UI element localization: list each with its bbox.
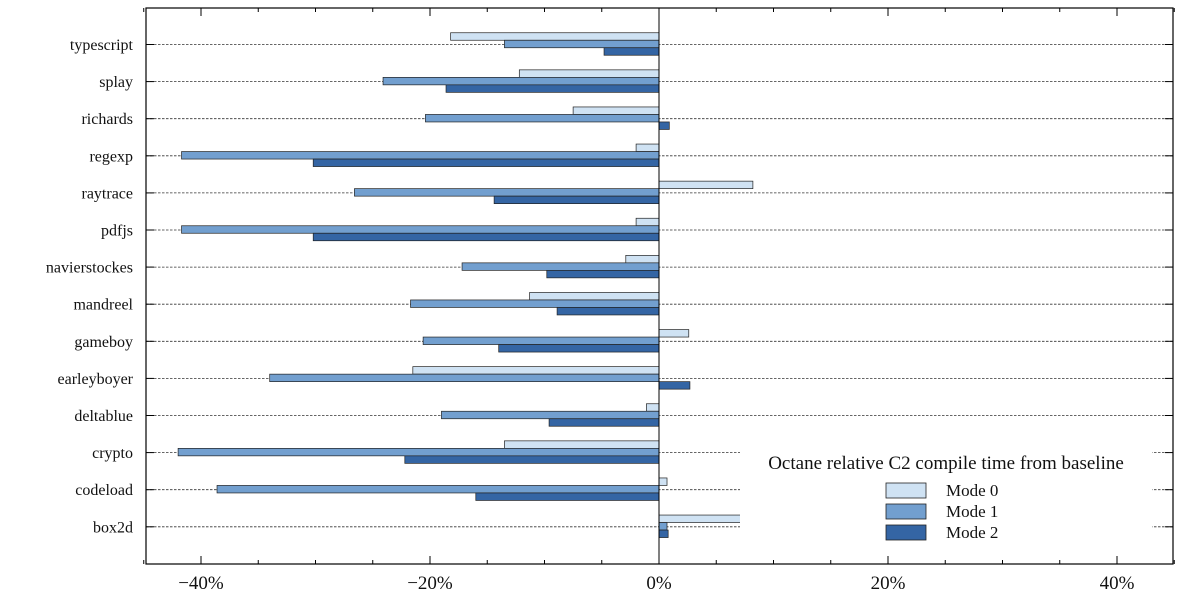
- bar-codeload-mode-2: [475, 492, 660, 501]
- category-label-gameboy: gameboy: [74, 334, 133, 351]
- bar-gameboy-mode-2: [498, 344, 660, 353]
- xtick-label-20: 20%: [871, 573, 906, 590]
- bar-richards-mode-2: [658, 121, 670, 130]
- bar-raytrace-mode-2: [493, 195, 660, 204]
- category-label-splay: splay: [99, 74, 133, 91]
- category-label-pdfjs: pdfjs: [101, 223, 133, 240]
- category-label-codeload: codeload: [75, 482, 133, 499]
- bar-earleyboyer-mode-0: [412, 366, 660, 375]
- bar-crypto-mode-1: [177, 448, 660, 457]
- bar-raytrace-mode-1: [354, 188, 660, 197]
- legend-title: Octane relative C2 compile time from bas…: [768, 453, 1124, 474]
- bar-box2d-mode-1: [658, 522, 668, 531]
- bar-regexp-mode-0: [635, 143, 660, 152]
- bar-pdfjs-mode-2: [312, 232, 660, 242]
- bars: [177, 32, 754, 538]
- bar-typescript-mode-0: [450, 32, 660, 41]
- bar-richards-mode-1: [425, 114, 660, 123]
- legend-swatch-mode-0: [885, 482, 927, 499]
- bar-codeload-mode-1: [216, 485, 660, 494]
- bar-navierstockes-mode-2: [546, 270, 660, 279]
- legend-label-mode-0: Mode 0: [946, 481, 998, 500]
- bar-splay-mode-1: [382, 76, 660, 86]
- category-label-earleyboyer: earleyboyer: [57, 371, 133, 388]
- bar-pdfjs-mode-1: [181, 225, 660, 234]
- category-label-navierstockes: navierstockes: [46, 260, 133, 277]
- category-label-typescript: typescript: [70, 37, 134, 54]
- xtick-label--20: −20%: [407, 573, 453, 590]
- bar-deltablue-mode-0: [646, 403, 660, 412]
- bar-earleyboyer-mode-2: [658, 381, 691, 390]
- bar-mandreel-mode-0: [529, 292, 660, 301]
- bar-pdfjs-mode-0: [635, 217, 660, 227]
- category-label-mandreel: mandreel: [73, 297, 133, 314]
- bar-raytrace-mode-0: [658, 180, 754, 189]
- xtick-label--40: −40%: [178, 573, 224, 590]
- bar-navierstockes-mode-1: [461, 262, 660, 271]
- bar-navierstockes-mode-0: [625, 255, 660, 264]
- legend-label-mode-1: Mode 1: [946, 502, 998, 521]
- bar-box2d-mode-0: [658, 514, 745, 523]
- bar-box2d-mode-2: [658, 529, 669, 538]
- category-label-box2d: box2d: [93, 519, 133, 536]
- bar-mandreel-mode-1: [410, 299, 660, 308]
- category-label-richards: richards: [81, 111, 133, 128]
- category-label-raytrace: raytrace: [81, 185, 133, 202]
- xtick-label-40: 40%: [1100, 573, 1135, 590]
- bar-splay-mode-2: [445, 84, 660, 93]
- bar-gameboy-mode-1: [422, 336, 660, 345]
- bar-deltablue-mode-1: [441, 410, 660, 420]
- y-axis: typescript splay richards regexp raytrace pdf…: [46, 37, 1173, 536]
- legend-swatch-mode-2: [885, 524, 927, 541]
- legend-swatch-mode-1: [885, 503, 927, 520]
- legend: Octane relative C2 compile time from bas…: [740, 450, 1152, 550]
- bar-codeload-mode-0: [658, 477, 668, 486]
- legend-label-mode-2: Mode 2: [946, 523, 998, 542]
- bar-crypto-mode-0: [504, 440, 660, 449]
- bar-regexp-mode-1: [181, 151, 660, 160]
- bar-typescript-mode-1: [504, 39, 660, 49]
- legend-entries: Mode 0 Mode 1 Mode 2: [885, 481, 998, 542]
- category-label-regexp: regexp: [89, 148, 133, 165]
- x-axis: −40% −20% 0% 20% 40%: [143, 8, 1175, 590]
- bar-gameboy-mode-0: [658, 329, 690, 338]
- bar-crypto-mode-2: [404, 455, 660, 464]
- legend-background: [740, 450, 1152, 550]
- bar-splay-mode-0: [518, 69, 660, 78]
- category-label-crypto: crypto: [92, 445, 133, 462]
- category-label-deltablue: deltablue: [74, 408, 133, 425]
- bar-mandreel-mode-2: [556, 307, 660, 316]
- bar-richards-mode-0: [572, 106, 660, 115]
- bar-regexp-mode-2: [312, 158, 660, 167]
- bar-typescript-mode-2: [603, 47, 660, 56]
- bar-deltablue-mode-2: [548, 418, 660, 427]
- bar-earleyboyer-mode-1: [269, 373, 660, 382]
- xtick-label-0: 0%: [646, 573, 672, 590]
